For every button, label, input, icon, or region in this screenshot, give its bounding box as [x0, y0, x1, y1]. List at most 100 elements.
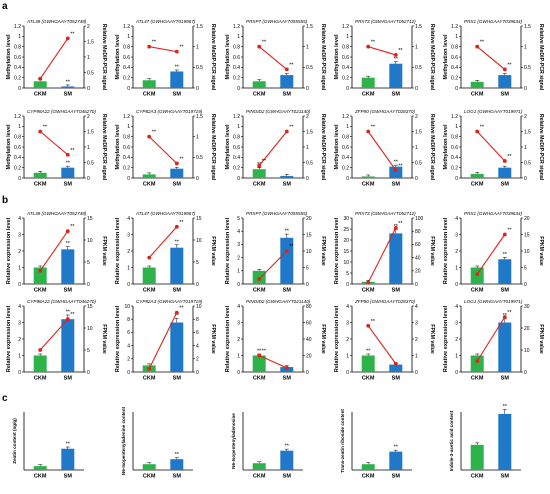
y2-tick-label: 8	[196, 317, 199, 323]
category-label: CKM	[253, 474, 266, 480]
category-label: CKM	[34, 288, 47, 294]
line-significance-mark: **	[179, 220, 184, 226]
category-label: SM	[501, 288, 510, 294]
category-label: CKM	[143, 474, 156, 480]
y-axis-label: Relative expression level	[115, 217, 121, 284]
y2-tick-label: 1.5	[306, 24, 313, 30]
y2-tick-label: 10	[87, 326, 93, 332]
significance-mark: **	[66, 79, 71, 85]
y-axis-label: N6-Isopentenyladenosine	[231, 413, 236, 469]
y2-tick-label: 0	[87, 282, 90, 288]
chart-a-4: PRX73 (GWHGAAYT052712) 0 0.2 0.4 0.6 0.8 1 1.2M…	[334, 19, 435, 98]
bar-sm	[498, 322, 512, 372]
trend-line	[476, 316, 506, 362]
chart-b-1: ATL38 (GWHGAAYT052748) 0 1 2 3 4 Relative expr…	[6, 211, 107, 294]
trend-point	[38, 268, 43, 273]
charts-group: ATL38 (GWHGAAYT052748)00.20.40.60.811.2M…	[6, 19, 544, 480]
trend-point	[65, 229, 70, 234]
y2-tick-label: 1	[415, 44, 418, 50]
trend-point	[174, 224, 179, 229]
bar-ckm	[252, 81, 266, 88]
y2-axis-label: Relative MeDIP-PCR signal	[210, 114, 216, 181]
y-tick-label: 0	[18, 176, 21, 182]
category-label: SM	[64, 182, 73, 188]
y-tick-label: 0	[346, 86, 349, 92]
y2-axis-label: Relative MeDIP-PCR signal	[320, 24, 326, 91]
bar-sm	[389, 364, 403, 372]
trend-line	[148, 136, 178, 164]
category-label: SM	[173, 182, 182, 188]
y-axis-label: Methylation level	[115, 124, 121, 170]
y2-tick-label: 4	[415, 304, 418, 310]
y-tick-label: 4	[18, 216, 21, 222]
significance-mark: **	[503, 404, 508, 410]
y2-tick-label: 2	[87, 24, 90, 30]
y2-tick-label: 0	[524, 370, 527, 376]
trend-line	[39, 131, 69, 156]
bar-ckm	[142, 267, 156, 284]
chart-a-5: PRX1 (GWHGAAYT039634) 0 0.2 0.4 0.6 0.8 1 1.2Me…	[443, 19, 544, 98]
y2-tick-label: 1.5	[415, 24, 422, 30]
trend-point	[284, 67, 289, 72]
y2-tick-label: 3	[415, 320, 418, 326]
y-axis-label: Methylation level	[443, 124, 449, 170]
y2-axis-label: FPKM value	[538, 324, 544, 354]
y-tick-label: 1	[455, 34, 458, 40]
y-tick-label: 0.8	[14, 134, 21, 140]
chart-title: LOG1 (GWHGAAYT019971)	[464, 299, 523, 304]
line-significance-mark: **	[179, 306, 184, 312]
chart-title: PRXP7 (GWHGAAYT055555)	[246, 211, 308, 216]
category-label: SM	[173, 92, 182, 98]
chart-c-4: Trans-zeatin riboside content CKM ** SM	[340, 409, 412, 480]
y2-axis-label: Relative MeDIP-PCR signal	[538, 114, 544, 181]
line-significance-mark: **	[70, 31, 75, 37]
y2-tick-label: 1.5	[196, 114, 203, 120]
bar-ckm	[33, 466, 47, 470]
y2-axis-label: FPKM value	[210, 324, 216, 354]
category-label: SM	[392, 474, 401, 480]
trend-point	[147, 134, 152, 139]
category-label: CKM	[253, 182, 266, 188]
chart-a-9: ZFP90 (GWHGAAYT028370) 0 0.2 0.4 0.6 0.8 1 1.2M…	[334, 109, 435, 188]
category-label: CKM	[253, 376, 266, 382]
y2-axis-label: Relative MeDIP-PCR signal	[210, 24, 216, 91]
y2-tick-label: 5	[87, 260, 90, 266]
y2-tick-label: 0	[306, 370, 309, 376]
y-axis-label: Relative expression level	[6, 305, 12, 372]
chart-title: ZFP90 (GWHGAAYT028370)	[354, 109, 415, 114]
y-tick-label: 0.2	[14, 75, 21, 81]
line-significance-mark: **	[70, 312, 75, 318]
y-tick-label: 0	[237, 370, 240, 376]
category-label: SM	[64, 288, 73, 294]
y-tick-label: 0.2	[233, 75, 240, 81]
category-label: CKM	[362, 92, 375, 98]
line-significance-mark: **	[43, 125, 48, 131]
y-tick-label: 0	[237, 176, 240, 182]
bar-sm	[498, 259, 512, 284]
y2-tick-label: 1.5	[87, 39, 94, 45]
bar-sm	[280, 175, 294, 178]
trend-point	[284, 249, 289, 253]
panel-label-a: a	[2, 1, 8, 12]
y2-axis-label: FPKM value	[429, 324, 435, 354]
bar-sm	[280, 75, 294, 88]
y2-tick-label: 0.5	[415, 160, 422, 166]
trend-point	[38, 129, 43, 134]
line-significance-mark: **	[398, 48, 403, 54]
category-label: CKM	[143, 288, 156, 294]
chart-title: ATL38 (GWHGAAYT052748)	[26, 19, 87, 24]
y2-axis-label: Relative MeDIP-PCR signal	[101, 24, 107, 91]
y-tick-label: 2	[18, 337, 21, 343]
y-tick-label: 4	[455, 216, 458, 222]
y2-tick-label: 20	[524, 216, 530, 222]
y-tick-label: 1	[455, 353, 458, 359]
chart-c-1: Zeatin content (ng/g) CKM ** SM	[12, 412, 84, 480]
y2-tick-label: 5	[524, 265, 527, 271]
y-tick-label: 30	[343, 216, 349, 222]
y-tick-label: 1	[237, 269, 240, 275]
category-label: CKM	[143, 376, 156, 382]
trend-point	[366, 280, 371, 285]
y2-axis-label: Relative MeDIP-PCR signal	[429, 24, 435, 91]
trend-point	[65, 317, 70, 322]
y-tick-label: 0.6	[14, 145, 21, 151]
